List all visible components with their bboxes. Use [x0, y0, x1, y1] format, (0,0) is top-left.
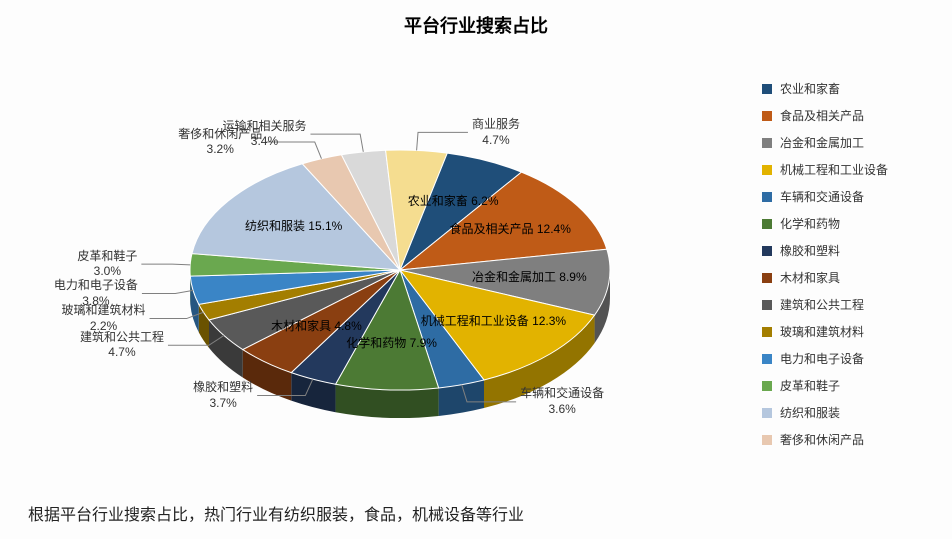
legend-item: 冶金和金属加工	[762, 134, 932, 151]
legend: 农业和家畜食品及相关产品冶金和金属加工机械工程和工业设备车辆和交通设备化学和药物…	[762, 80, 932, 458]
caption: 根据平台行业搜索占比，热门行业有纺织服装，食品，机械设备等行业	[28, 501, 524, 525]
legend-label: 皮革和鞋子	[780, 377, 840, 394]
legend-label: 车辆和交通设备	[780, 188, 864, 205]
legend-swatch	[762, 327, 772, 337]
legend-swatch	[762, 138, 772, 148]
legend-swatch	[762, 381, 772, 391]
legend-swatch	[762, 219, 772, 229]
leader-line	[417, 132, 468, 150]
slice-callout-label: 运输和相关服务 3.4%	[222, 119, 306, 150]
slice-callout-label: 商业服务 4.7%	[472, 117, 520, 148]
slice-callout-label: 建筑和公共工程 4.7%	[80, 330, 164, 361]
legend-item: 食品及相关产品	[762, 107, 932, 124]
slice-callout-label: 电力和电子设备 3.8%	[54, 278, 138, 309]
legend-item: 玻璃和建筑材料	[762, 323, 932, 340]
legend-label: 橡胶和塑料	[780, 242, 840, 259]
legend-swatch	[762, 165, 772, 175]
legend-item: 奢侈和休闲产品	[762, 431, 932, 448]
legend-item: 橡胶和塑料	[762, 242, 932, 259]
legend-swatch	[762, 408, 772, 418]
leader-line	[142, 290, 193, 293]
leader-line	[141, 264, 190, 265]
legend-label: 化学和药物	[780, 215, 840, 232]
legend-label: 建筑和公共工程	[780, 296, 864, 313]
legend-label: 纺织和服装	[780, 404, 840, 421]
legend-item: 电力和电子设备	[762, 350, 932, 367]
legend-label: 玻璃和建筑材料	[780, 323, 864, 340]
legend-swatch	[762, 435, 772, 445]
legend-swatch	[762, 192, 772, 202]
caption-text: 根据平台行业搜索占比，热门行业有纺织服装，食品，机械设备等行业	[28, 507, 524, 524]
legend-swatch	[762, 111, 772, 121]
legend-swatch	[762, 300, 772, 310]
legend-item: 皮革和鞋子	[762, 377, 932, 394]
legend-label: 木材和家具	[780, 269, 840, 286]
slice-callout-label: 橡胶和塑料 3.7%	[193, 380, 253, 411]
legend-item: 机械工程和工业设备	[762, 161, 932, 178]
legend-item: 农业和家畜	[762, 80, 932, 97]
legend-label: 农业和家畜	[780, 80, 840, 97]
legend-label: 机械工程和工业设备	[780, 161, 888, 178]
legend-label: 食品及相关产品	[780, 107, 864, 124]
legend-swatch	[762, 273, 772, 283]
legend-item: 建筑和公共工程	[762, 296, 932, 313]
legend-item: 车辆和交通设备	[762, 188, 932, 205]
legend-label: 奢侈和休闲产品	[780, 431, 864, 448]
legend-swatch	[762, 354, 772, 364]
legend-item: 纺织和服装	[762, 404, 932, 421]
legend-swatch	[762, 246, 772, 256]
slice-callout-label: 车辆和交通设备 3.6%	[520, 386, 604, 417]
pie-chart: 农业和家畜 6.2%食品及相关产品 12.4%冶金和金属加工 8.9%机械工程和…	[0, 0, 760, 520]
legend-swatch	[762, 84, 772, 94]
legend-item: 化学和药物	[762, 215, 932, 232]
legend-label: 电力和电子设备	[780, 350, 864, 367]
legend-label: 冶金和金属加工	[780, 134, 864, 151]
legend-item: 木材和家具	[762, 269, 932, 286]
slice-callout-label: 皮革和鞋子 3.0%	[77, 249, 137, 280]
leader-line	[310, 134, 363, 152]
